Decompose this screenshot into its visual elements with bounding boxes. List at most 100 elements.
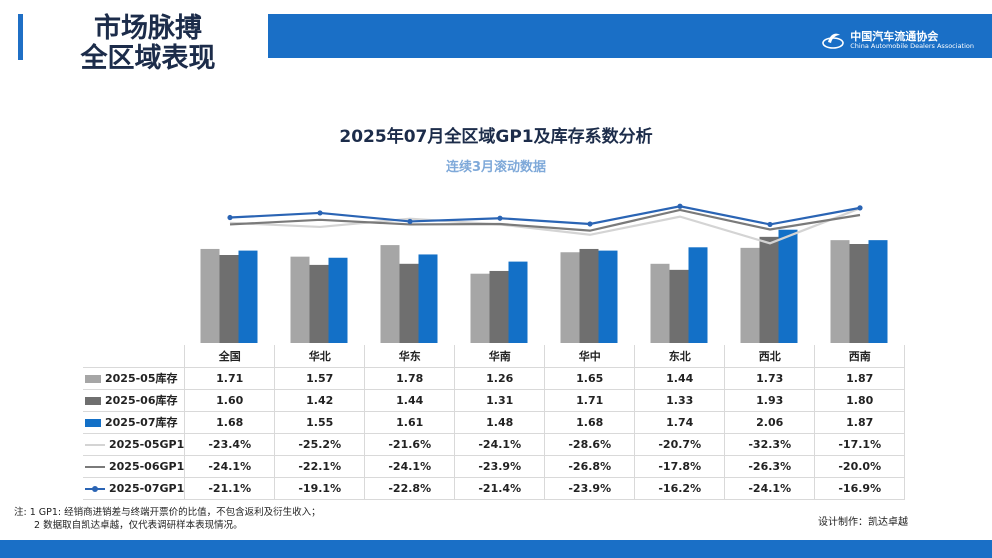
footer-band [0, 540, 992, 558]
legend-label: 2025-06库存 [105, 394, 178, 407]
table-cell: 1.87 [814, 366, 906, 390]
association-logo-icon [822, 33, 845, 49]
table-cell: -23.9% [454, 454, 546, 478]
table-cell: 1.55 [274, 410, 366, 434]
table-cell: 1.44 [364, 388, 456, 412]
table-cell: -26.8% [544, 454, 636, 478]
table-cell: -20.0% [814, 454, 906, 478]
bar-3-1 [238, 250, 258, 343]
legend-entry: 2025-06GP1 [83, 454, 186, 478]
gp1-line-3 [229, 205, 861, 226]
gp1-point-6 [677, 203, 683, 209]
bar-2-7 [759, 236, 779, 343]
gp1-line-1 [229, 207, 861, 245]
legend-entry: 2025-05库存 [83, 366, 186, 390]
bar-2-5 [579, 248, 599, 343]
table-cell: -24.1% [454, 432, 546, 456]
legend-line-swatch [85, 465, 105, 468]
table-cell: -16.2% [634, 476, 726, 500]
table-cell: -26.3% [724, 454, 816, 478]
table-cell: -21.4% [454, 476, 546, 500]
legend-swatch [85, 375, 101, 383]
table-cell: 1.87 [814, 410, 906, 434]
table-cell: 1.73 [724, 366, 816, 390]
legend-entry: 2025-07GP1 [83, 476, 186, 500]
page-title: 市场脉搏 全区域表现 [28, 14, 268, 73]
table-cell: 1.61 [364, 410, 456, 434]
category-label: 西北 [724, 345, 816, 368]
bar-3-3 [418, 254, 438, 343]
table-cell: -23.4% [184, 432, 276, 456]
chart-title: 2025年07月全区域GP1及库存系数分析 [339, 127, 653, 147]
table-row: 2025-05GP1 -23.4% -25.2% -21.6% -24.1% -28.6%… [83, 432, 906, 456]
bar-1-4 [470, 273, 490, 343]
table-cell: 1.42 [274, 388, 366, 412]
table-row: 2025-07库存 1.68 1.55 1.61 1.48 1.68 1.74 2.06 1.8… [83, 410, 906, 434]
table-cell: 1.93 [724, 388, 816, 412]
legend-line-swatch [85, 485, 105, 492]
table-cell: 1.71 [544, 388, 636, 412]
table-cell: -23.9% [544, 476, 636, 500]
bar-3-7 [778, 229, 798, 343]
table-cell: -22.1% [274, 454, 366, 478]
page-title-line2: 全区域表现 [80, 42, 216, 74]
table-cell: 2.06 [724, 410, 816, 434]
bar-1-5 [560, 252, 580, 343]
legend-label: 2025-07库存 [105, 416, 178, 429]
category-label: 华北 [274, 345, 366, 368]
table-cell: 1.74 [634, 410, 726, 434]
table-cell: 1.57 [274, 366, 366, 390]
table-row: 2025-06GP1 -24.1% -22.1% -24.1% -23.9% -26.8%… [83, 454, 906, 478]
data-table: 全国 华北 华东 华南 华中 东北 西北 西南 2025-05库存 1.71 1.57 1.78 1.2… [83, 345, 906, 500]
bar-3-8 [868, 240, 888, 343]
gp1-point-5 [587, 221, 593, 227]
table-cell: 1.60 [184, 388, 276, 412]
bar-1-7 [740, 247, 760, 343]
category-label: 西南 [814, 345, 906, 368]
gp1-point-2 [317, 210, 323, 216]
table-cell: -19.1% [274, 476, 366, 500]
gp1-point-1 [227, 214, 233, 221]
table-row: 2025-05库存 1.71 1.57 1.78 1.26 1.65 1.44 1.73 1.8… [83, 366, 906, 390]
bar-1-3 [380, 245, 400, 343]
footnote-line1: 注: 1 GP1: 经销商进销差与终端开票价的比值，不包含返利及衍生收入； [14, 507, 321, 518]
legend-label: 2025-05GP1 [109, 437, 185, 451]
table-cell: -22.8% [364, 476, 456, 500]
footnote: 注: 1 GP1: 经销商进销差与终端开票价的比值，不包含返利及衍生收入； 2 … [14, 507, 321, 533]
gp1-point-7 [767, 221, 773, 228]
legend-entry: 2025-07库存 [83, 410, 186, 434]
bar-2-1 [219, 255, 239, 343]
table-cell: -32.3% [724, 432, 816, 456]
bar-3-6 [688, 247, 708, 343]
bar-2-8 [849, 244, 869, 343]
bar-1-8 [830, 240, 850, 343]
table-cell: -21.6% [364, 432, 456, 456]
association-logo: 中国汽车流通协会 China Automobile Dealers Associ… [822, 30, 974, 52]
category-label: 华东 [364, 345, 456, 368]
bar-2-3 [399, 263, 419, 343]
legend-swatch [85, 397, 101, 405]
table-cell: 1.68 [544, 410, 636, 434]
legend-entry: 2025-06库存 [83, 388, 186, 412]
table-row: 2025-07GP1 -21.1% -19.1% -22.8% -21.4% -23.9%… [83, 476, 906, 500]
legend-label: 2025-07GP1 [109, 481, 185, 495]
legend-line-swatch [85, 443, 105, 446]
table-cell: 1.68 [184, 410, 276, 434]
legend-label: 2025-06GP1 [109, 459, 185, 473]
bar-3-4 [508, 261, 528, 343]
bar-1-2 [290, 256, 310, 343]
page-title-line1: 市场脉搏 [94, 13, 202, 44]
table-cell: -25.2% [274, 432, 366, 456]
legend-swatch [85, 419, 101, 427]
category-label: 华南 [454, 345, 546, 368]
gp1-point-4 [497, 215, 503, 221]
bar-3-2 [328, 257, 348, 343]
gp1-line-2 [229, 208, 861, 232]
footnote-line2: 2 数据取自凯达卓越，仅代表调研样本表现情况。 [34, 519, 243, 531]
table-cell: -24.1% [184, 454, 276, 478]
table-cell: 1.48 [454, 410, 546, 434]
table-cell: -16.9% [814, 476, 906, 500]
table-cell: -17.8% [634, 454, 726, 478]
accent-bar [18, 14, 23, 60]
category-label: 全国 [184, 345, 276, 368]
